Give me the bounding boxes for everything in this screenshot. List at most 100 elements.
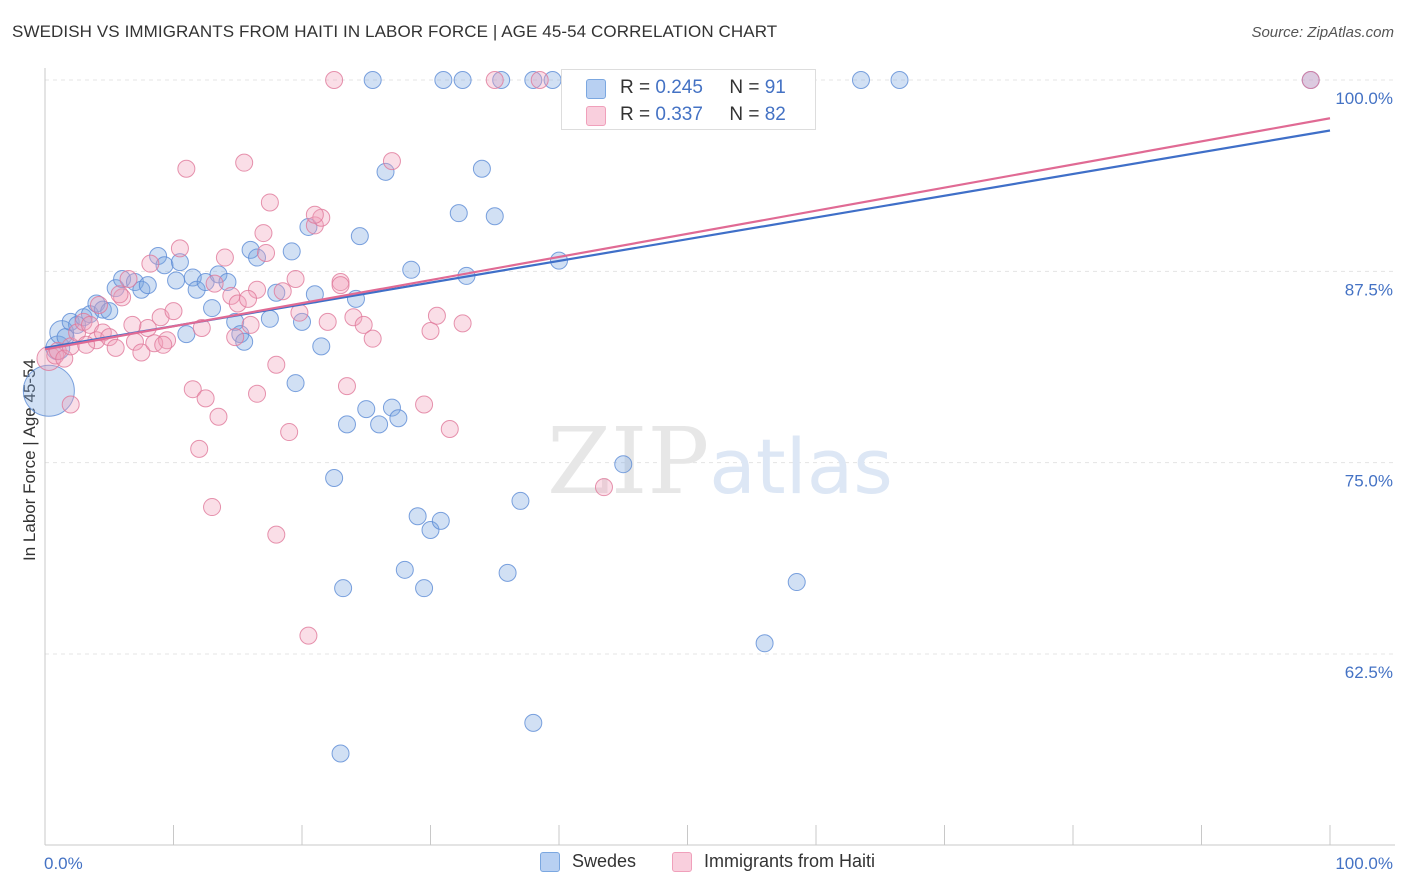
data-point	[787, 573, 806, 592]
series-haiti-points	[36, 71, 1320, 645]
data-point	[167, 271, 186, 290]
trend-lines	[44, 117, 1331, 351]
stat-legend: R = 0.245 N = 91 R = 0.337 N = 82	[561, 69, 816, 130]
data-point	[511, 491, 530, 510]
data-point	[299, 626, 318, 645]
data-point	[354, 315, 373, 334]
data-point	[453, 71, 472, 89]
legend-swatch-haiti	[672, 851, 692, 872]
data-point	[100, 302, 119, 321]
data-point	[286, 374, 305, 393]
legend-swatch-swedes	[540, 851, 560, 872]
data-point	[334, 579, 353, 598]
data-point	[260, 309, 279, 328]
data-point	[138, 276, 157, 295]
data-point	[363, 71, 382, 89]
data-point	[239, 289, 258, 308]
data-point	[318, 312, 337, 331]
data-point	[363, 329, 382, 348]
data-point	[421, 521, 440, 540]
data-point	[280, 423, 299, 442]
stat-r-label: R =	[620, 104, 651, 125]
data-point	[325, 71, 344, 89]
data-point	[282, 242, 301, 261]
data-point	[235, 153, 254, 172]
data-point	[350, 227, 369, 246]
data-point	[530, 71, 549, 89]
data-point	[267, 283, 286, 302]
data-point	[851, 71, 870, 89]
axes	[44, 68, 1395, 846]
y-tick-label: 87.5%	[1345, 280, 1393, 299]
x-tick-label: 0.0%	[44, 854, 83, 873]
data-point	[273, 282, 292, 301]
y-tick-label: 75.0%	[1345, 472, 1393, 491]
data-point	[890, 71, 909, 89]
data-point	[614, 455, 633, 474]
data-point	[248, 248, 267, 267]
data-point	[415, 395, 434, 414]
data-point	[209, 407, 228, 426]
data-point	[485, 71, 504, 89]
data-point	[209, 265, 228, 284]
data-point	[203, 498, 222, 517]
data-point	[427, 306, 446, 325]
data-point	[110, 285, 129, 304]
data-point	[196, 389, 215, 408]
data-point	[344, 308, 363, 327]
data-point	[226, 328, 245, 347]
data-point	[170, 253, 189, 272]
data-point	[357, 400, 376, 419]
data-point	[218, 273, 237, 292]
stat-n-value: 82	[764, 104, 786, 125]
data-point	[123, 315, 142, 334]
data-point	[485, 207, 504, 226]
data-point	[382, 398, 401, 417]
data-point	[257, 243, 276, 262]
data-point	[241, 240, 260, 259]
stat-n-label: N =	[729, 77, 760, 98]
data-point	[382, 152, 401, 171]
data-point	[170, 239, 189, 258]
data-point	[395, 560, 414, 579]
data-point	[177, 325, 196, 344]
data-point	[498, 563, 517, 582]
data-point	[408, 507, 427, 526]
data-point	[524, 71, 543, 89]
data-point	[154, 335, 173, 354]
data-point	[241, 315, 260, 334]
data-point	[248, 280, 267, 299]
data-point	[141, 254, 160, 273]
data-point	[132, 280, 151, 299]
bottom-legend: Swedes Immigrants from Haiti	[0, 851, 1406, 879]
x-tick-label: 100.0%	[1335, 854, 1393, 873]
stat-swatch-haiti	[586, 106, 606, 126]
data-point	[415, 579, 434, 598]
data-point	[215, 248, 234, 267]
data-point	[331, 276, 350, 295]
data-point	[248, 384, 267, 403]
stat-r-value: 0.337	[655, 104, 703, 125]
data-point	[389, 409, 408, 428]
legend-item-haiti[interactable]: Immigrants from Haiti	[672, 851, 875, 872]
data-point	[267, 525, 286, 544]
data-point	[376, 162, 395, 181]
stat-n-label: N =	[729, 104, 760, 125]
stat-swatch-swedes	[586, 79, 606, 99]
data-point	[492, 71, 511, 89]
data-point	[149, 247, 168, 266]
legend-label-swedes: Swedes	[572, 851, 637, 871]
data-point	[434, 71, 453, 89]
data-point	[440, 419, 459, 438]
data-point	[431, 511, 450, 530]
data-point	[267, 355, 286, 374]
data-point	[453, 314, 472, 333]
data-point	[286, 269, 305, 288]
data-point	[132, 343, 151, 362]
data-point	[228, 294, 247, 313]
legend-item-swedes[interactable]: Swedes	[540, 851, 636, 872]
data-point	[402, 260, 421, 279]
data-point	[89, 296, 108, 315]
legend-label-haiti: Immigrants from Haiti	[704, 851, 876, 871]
